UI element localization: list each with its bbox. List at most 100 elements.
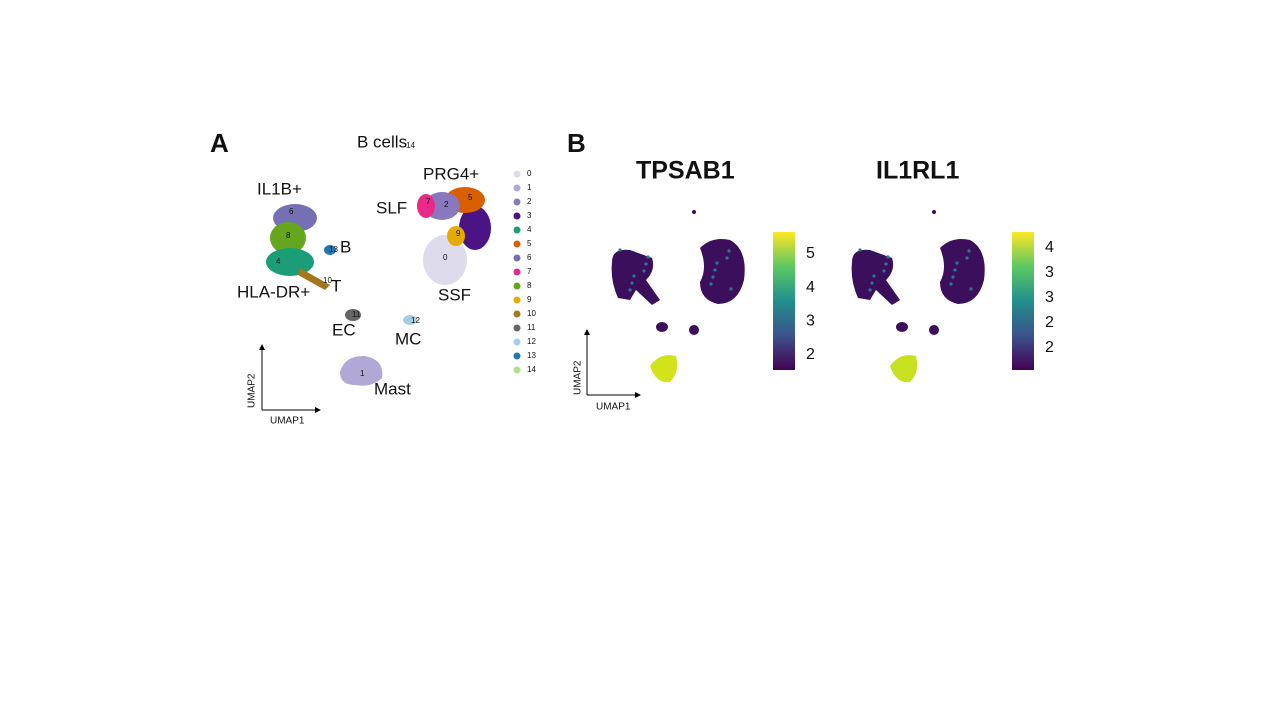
legend-label: 6 bbox=[527, 253, 532, 262]
umap-cluster bbox=[932, 210, 936, 214]
plot-title: IL1RL1 bbox=[876, 157, 959, 185]
legend-swatch bbox=[513, 198, 521, 206]
colorbar-tick-label: 4 bbox=[806, 279, 815, 296]
umap-dot bbox=[709, 282, 713, 286]
panel-b: B TPSAB1 5 4 3 2 IL1RL1 4 3 3 2 2 UMAP1 UMAP2 bbox=[567, 128, 1054, 413]
umap-cluster bbox=[700, 239, 745, 304]
colorbar-tick-label: 5 bbox=[806, 245, 815, 262]
annotation: PRG4+ bbox=[423, 164, 479, 183]
legend-swatch bbox=[513, 366, 521, 374]
cluster-blob bbox=[459, 206, 491, 250]
axis-label: UMAP1 bbox=[270, 416, 305, 427]
umap-dot bbox=[884, 262, 888, 266]
legend-label: 1 bbox=[527, 183, 532, 192]
cluster-id: 4 bbox=[276, 257, 281, 266]
annotation: B cells bbox=[357, 132, 407, 151]
legend-label: 7 bbox=[527, 267, 532, 276]
legend-swatch bbox=[513, 310, 521, 318]
legend-label: 10 bbox=[527, 309, 536, 318]
umap-dot bbox=[632, 274, 636, 278]
axis-label: UMAP1 bbox=[596, 402, 631, 413]
legend-swatch bbox=[513, 324, 521, 332]
legend-label: 11 bbox=[527, 323, 536, 332]
umap-dot bbox=[872, 274, 876, 278]
cluster-blob bbox=[298, 268, 330, 290]
cluster-id: 7 bbox=[426, 197, 431, 206]
colorbar-tick-label: 3 bbox=[806, 313, 815, 330]
cluster-id: 12 bbox=[411, 316, 420, 325]
umap-dot bbox=[965, 256, 969, 260]
annotation: SSF bbox=[438, 285, 471, 304]
legend-swatch bbox=[513, 184, 521, 192]
legend-swatch bbox=[513, 268, 521, 276]
umap-cluster bbox=[692, 210, 696, 214]
colorbar-tick-label: 3 bbox=[1045, 264, 1054, 281]
umap-dot bbox=[870, 281, 874, 285]
colorbar-tick-label: 3 bbox=[1045, 289, 1054, 306]
umap-dot bbox=[729, 287, 733, 291]
colorbar bbox=[1012, 232, 1034, 370]
legend-label: 9 bbox=[527, 295, 532, 304]
umap-dot bbox=[953, 268, 957, 272]
legend-label: 3 bbox=[527, 211, 532, 220]
legend-label: 12 bbox=[527, 337, 536, 346]
annotation: SLF bbox=[376, 198, 407, 217]
legend-label: 13 bbox=[527, 351, 536, 360]
axis-label: UMAP2 bbox=[573, 360, 584, 395]
annotation: 14 bbox=[406, 141, 415, 150]
panel-a: A B cells 14 IL1B+ PRG4+ SLF B T HLA-DR+… bbox=[210, 128, 536, 427]
legend-label: 8 bbox=[527, 281, 532, 290]
umap-cluster bbox=[650, 355, 678, 383]
legend-label: 5 bbox=[527, 239, 532, 248]
cluster-id: 2 bbox=[444, 200, 449, 209]
cluster-id: 6 bbox=[289, 207, 294, 216]
umap-cluster bbox=[890, 355, 918, 383]
cluster-id: 13 bbox=[329, 245, 338, 254]
cluster-blob bbox=[417, 194, 435, 218]
legend-swatch bbox=[513, 240, 521, 248]
umap-cluster bbox=[611, 249, 660, 305]
legend-swatch bbox=[513, 282, 521, 290]
umap-dot bbox=[642, 269, 646, 273]
umap-dot bbox=[618, 248, 622, 252]
legend-label: 14 bbox=[527, 365, 536, 374]
legend-swatch bbox=[513, 296, 521, 304]
colorbar bbox=[773, 232, 795, 370]
cluster-id: 11 bbox=[352, 310, 361, 319]
umap-dot bbox=[882, 269, 886, 273]
legend-label: 4 bbox=[527, 225, 532, 234]
cluster-blob bbox=[270, 222, 306, 254]
umap-dot bbox=[949, 282, 953, 286]
umap-cluster bbox=[851, 249, 900, 305]
colorbar-tick-label: 4 bbox=[1045, 239, 1054, 256]
umap-dot bbox=[967, 249, 971, 253]
annotation: T bbox=[331, 276, 341, 295]
legend-swatch bbox=[513, 254, 521, 262]
colorbar-tick-label: 2 bbox=[1045, 339, 1054, 356]
umap-dot bbox=[969, 287, 973, 291]
annotation: EC bbox=[332, 320, 356, 339]
cluster-id: 5 bbox=[468, 193, 473, 202]
cluster-id: 8 bbox=[286, 231, 291, 240]
annotation: MC bbox=[395, 329, 421, 348]
legend-swatch bbox=[513, 226, 521, 234]
panel-letter: A bbox=[210, 128, 229, 158]
cluster-blob bbox=[324, 245, 336, 255]
umap-dot bbox=[630, 281, 634, 285]
umap-dot bbox=[727, 249, 731, 253]
legend-swatch bbox=[513, 170, 521, 178]
cluster-blob bbox=[447, 226, 465, 246]
cluster-blob bbox=[266, 248, 314, 276]
umap-cluster bbox=[940, 239, 985, 304]
colorbar-tick-label: 2 bbox=[806, 346, 815, 363]
annotation: Mast bbox=[374, 379, 411, 398]
umap-dot bbox=[725, 256, 729, 260]
umap-dot bbox=[628, 288, 632, 292]
umap-dot bbox=[868, 288, 872, 292]
colorbar-tick-label: 2 bbox=[1045, 314, 1054, 331]
umap-dot bbox=[644, 262, 648, 266]
annotation: B bbox=[340, 237, 351, 256]
cluster-blob bbox=[423, 235, 467, 285]
